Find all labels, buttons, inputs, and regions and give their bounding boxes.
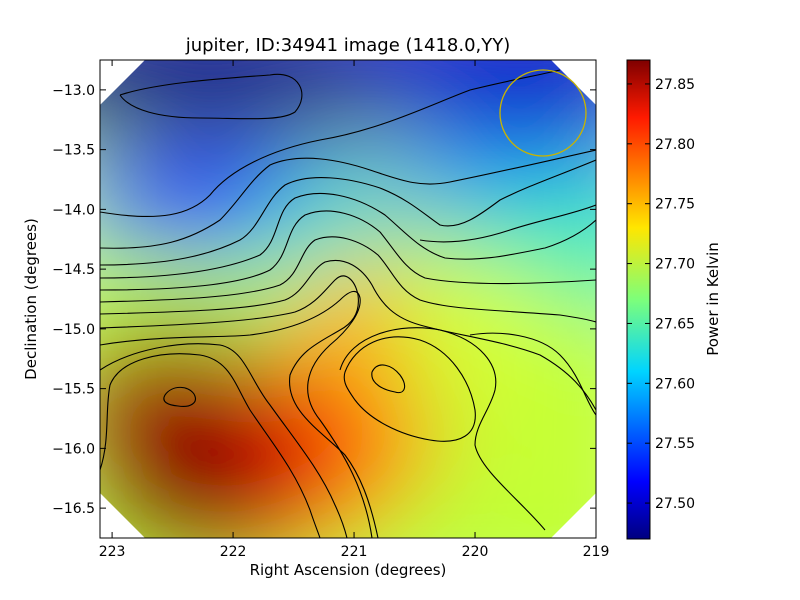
contour-line <box>100 149 596 249</box>
x-axis: 223 222 221 220 219 <box>99 60 610 560</box>
x-tick-label: 219 <box>583 544 610 560</box>
y-tick-label: −14.5 <box>52 262 95 278</box>
y-tick-label: −16.5 <box>52 501 95 517</box>
plot-frame <box>99 59 597 539</box>
contour-line <box>100 290 373 538</box>
y-tick-label: −13.0 <box>52 83 95 99</box>
x-tick-label: 223 <box>99 544 126 560</box>
contour-lines <box>100 69 596 538</box>
contour-line <box>419 204 596 243</box>
colorbar-tick-label: 27.70 <box>655 257 695 273</box>
y-tick-label: −15.0 <box>52 322 95 338</box>
colorbar-tick-label: 27.50 <box>655 496 695 512</box>
contour-line <box>100 343 348 538</box>
contour-line <box>371 364 406 394</box>
contour-line <box>100 353 321 538</box>
contour-line <box>100 159 596 266</box>
contour-line <box>469 332 596 416</box>
contour-line <box>100 260 596 411</box>
colorbar-tick-label: 27.80 <box>655 137 695 153</box>
colorbar-label: Power in Kelvin <box>704 242 722 356</box>
y-tick-label: −14.0 <box>52 202 95 218</box>
contour-line <box>119 73 303 120</box>
contour-line <box>339 327 546 531</box>
x-axis-label: Right Ascension (degrees) <box>250 561 447 579</box>
colorbar: 27.50 27.55 27.60 27.65 27.70 27.75 27.80 27.85… <box>626 59 722 540</box>
y-tick-label: −15.5 <box>52 382 95 398</box>
beam-marker-circle <box>499 69 587 157</box>
x-tick-label: 220 <box>462 544 489 560</box>
colorbar-tick-label: 27.55 <box>655 436 695 452</box>
y-axis-label: Declination (degrees) <box>22 218 40 380</box>
contour-line <box>100 192 596 279</box>
plot-area <box>100 60 596 538</box>
colorbar-tick-label: 27.65 <box>655 316 695 332</box>
x-tick-label: 222 <box>220 544 247 560</box>
chart-title: jupiter, ID:34941 image (1418.0,YY) <box>185 35 511 56</box>
contour-line <box>100 210 596 291</box>
colorbar-tick-label: 27.75 <box>655 197 695 213</box>
x-tick-label: 221 <box>341 544 368 560</box>
colorbar-gradient <box>626 59 651 540</box>
y-axis: −13.0 −13.5 −14.0 −14.5 −15.0 −15.5 −16.0 −16.5 <box>52 83 596 517</box>
y-tick-label: −13.5 <box>52 143 95 159</box>
colorbar-ticks: 27.50 27.55 27.60 27.65 27.70 27.75 27.80 27.85 <box>627 77 695 512</box>
contour-line <box>163 386 196 407</box>
y-tick-label: −16.0 <box>52 441 95 457</box>
colorbar-tick-label: 27.60 <box>655 376 695 392</box>
contour-line <box>343 336 476 442</box>
contour-line <box>100 69 561 218</box>
heatmap-field <box>100 60 596 538</box>
colorbar-tick-label: 27.85 <box>655 77 695 93</box>
contour-line <box>100 236 596 323</box>
